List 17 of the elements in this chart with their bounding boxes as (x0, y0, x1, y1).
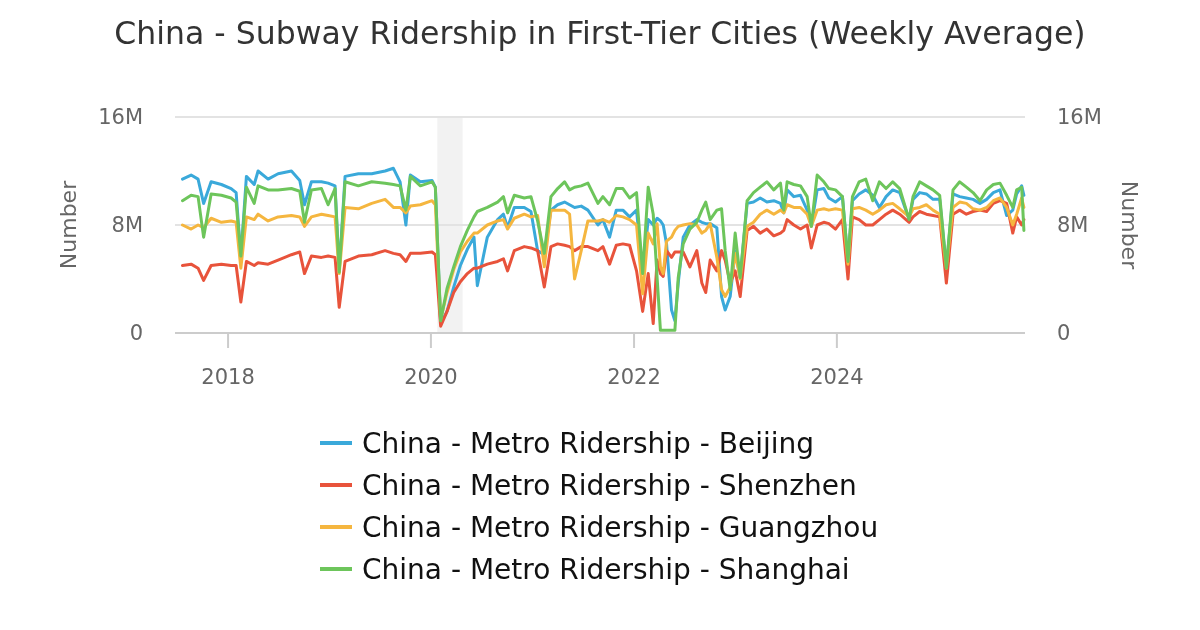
x-tick-label: 2018 (201, 365, 255, 389)
legend-label: China - Metro Ridership - Shanghai (362, 552, 850, 586)
y-tick-label: 0 (129, 321, 143, 345)
legend-label: China - Metro Ridership - Beijing (362, 426, 815, 460)
x-tick-label: 2020 (404, 365, 458, 389)
y-tick-label: 8M (111, 213, 143, 237)
x-tick-label: 2022 (607, 365, 661, 389)
y2-tick-label: 0 (1057, 321, 1071, 345)
y2-tick-label: 16M (1057, 105, 1102, 129)
x-tick-label: 2024 (810, 365, 864, 389)
y2-axis-title: Number (1117, 180, 1143, 271)
legend-label: China - Metro Ridership - Shenzhen (362, 468, 857, 502)
y2-tick-label: 8M (1057, 213, 1089, 237)
y-axis-title: Number (55, 179, 81, 270)
chart-title: China - Subway Ridership in First-Tier Cities (Weekly Average) (114, 15, 1086, 51)
legend-label: China - Metro Ridership - Guangzhou (362, 510, 879, 544)
y-tick-label: 16M (98, 105, 143, 129)
